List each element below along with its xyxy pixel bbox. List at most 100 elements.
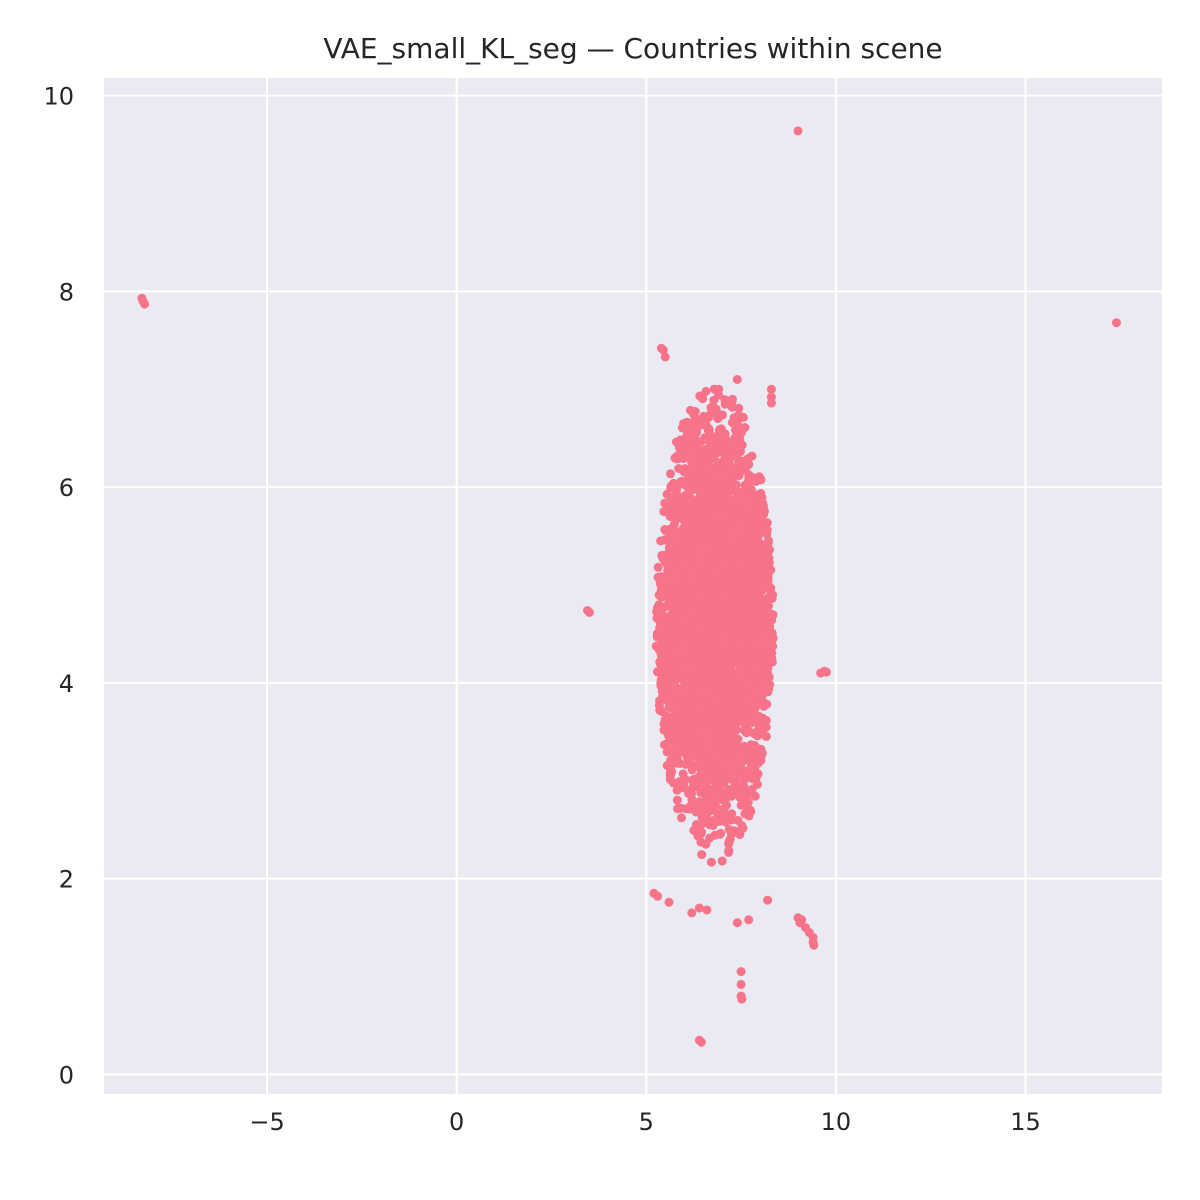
data-point xyxy=(672,795,682,805)
data-point xyxy=(709,395,719,405)
data-point xyxy=(766,384,776,394)
data-point xyxy=(660,352,670,362)
data-point xyxy=(717,410,727,420)
data-point xyxy=(750,741,760,750)
data-point xyxy=(712,515,722,525)
data-point xyxy=(678,724,688,734)
data-point xyxy=(722,728,732,738)
data-point xyxy=(689,518,699,528)
data-point xyxy=(1112,318,1121,328)
data-point xyxy=(702,647,712,657)
data-point xyxy=(664,719,674,729)
data-point xyxy=(720,646,730,656)
data-point xyxy=(668,478,678,488)
data-point xyxy=(750,591,760,600)
data-point xyxy=(667,494,676,504)
data-point xyxy=(724,846,734,855)
data-point xyxy=(665,642,675,652)
data-point xyxy=(705,432,715,442)
data-point xyxy=(755,631,765,641)
data-point xyxy=(747,451,757,461)
data-point xyxy=(655,623,665,633)
data-point xyxy=(668,778,678,788)
data-point xyxy=(793,126,803,136)
data-point xyxy=(727,720,737,730)
data-point xyxy=(750,674,760,684)
data-point xyxy=(686,656,696,666)
data-point xyxy=(762,518,772,528)
data-point xyxy=(655,696,664,706)
data-point xyxy=(687,457,697,467)
data-point xyxy=(689,409,699,419)
data-point xyxy=(714,580,724,589)
data-point xyxy=(670,584,680,593)
data-point xyxy=(745,620,755,630)
data-point xyxy=(729,486,739,496)
data-point xyxy=(717,856,727,866)
data-point xyxy=(757,645,767,655)
data-point xyxy=(704,492,714,502)
data-point xyxy=(680,744,690,754)
data-point xyxy=(696,788,706,798)
data-point xyxy=(745,787,755,797)
data-point xyxy=(698,394,708,404)
data-point xyxy=(713,747,723,757)
data-point xyxy=(705,744,715,754)
data-point xyxy=(689,505,699,515)
data-point xyxy=(685,486,695,496)
data-point xyxy=(732,769,742,779)
data-point xyxy=(712,535,722,545)
data-point xyxy=(702,580,712,590)
data-point xyxy=(699,411,709,421)
data-point xyxy=(697,544,706,554)
data-point xyxy=(673,804,683,814)
data-point xyxy=(664,703,674,712)
data-point xyxy=(795,918,805,928)
data-point xyxy=(698,613,708,623)
data-point xyxy=(750,763,760,773)
data-point xyxy=(682,640,692,650)
data-point xyxy=(761,596,771,606)
data-point xyxy=(688,621,698,631)
data-point xyxy=(703,518,713,528)
data-point xyxy=(691,552,701,562)
data-point xyxy=(698,667,707,676)
data-point xyxy=(720,526,729,536)
data-point xyxy=(730,517,740,527)
data-point xyxy=(715,424,725,434)
data-point xyxy=(673,598,683,608)
data-point xyxy=(662,711,672,721)
data-point xyxy=(752,701,762,711)
data-point xyxy=(660,602,670,612)
data-point xyxy=(675,782,685,792)
data-point xyxy=(754,688,764,698)
data-point xyxy=(687,692,696,702)
data-point xyxy=(706,857,716,867)
y-tick-label: 10 xyxy=(43,83,74,111)
data-point xyxy=(760,506,769,516)
data-point xyxy=(698,804,708,814)
data-point xyxy=(659,507,669,517)
data-point xyxy=(655,705,665,715)
data-point xyxy=(670,711,680,721)
data-point xyxy=(665,771,675,781)
x-tick-label: 15 xyxy=(1010,1108,1041,1136)
data-point xyxy=(735,541,745,551)
data-point xyxy=(724,785,734,794)
data-point xyxy=(715,558,725,568)
data-point xyxy=(686,667,696,677)
data-point xyxy=(694,903,704,913)
data-point xyxy=(742,561,752,571)
x-tick-label: 0 xyxy=(449,1108,464,1136)
x-tick-label: 5 xyxy=(639,1108,654,1136)
data-point xyxy=(736,566,746,576)
data-point xyxy=(684,712,694,722)
data-point xyxy=(656,647,666,657)
data-point xyxy=(701,817,711,827)
data-point xyxy=(695,470,705,480)
data-point xyxy=(664,897,674,907)
data-point xyxy=(738,412,748,422)
data-point xyxy=(739,490,749,500)
data-point xyxy=(732,375,742,384)
data-point xyxy=(741,612,751,622)
